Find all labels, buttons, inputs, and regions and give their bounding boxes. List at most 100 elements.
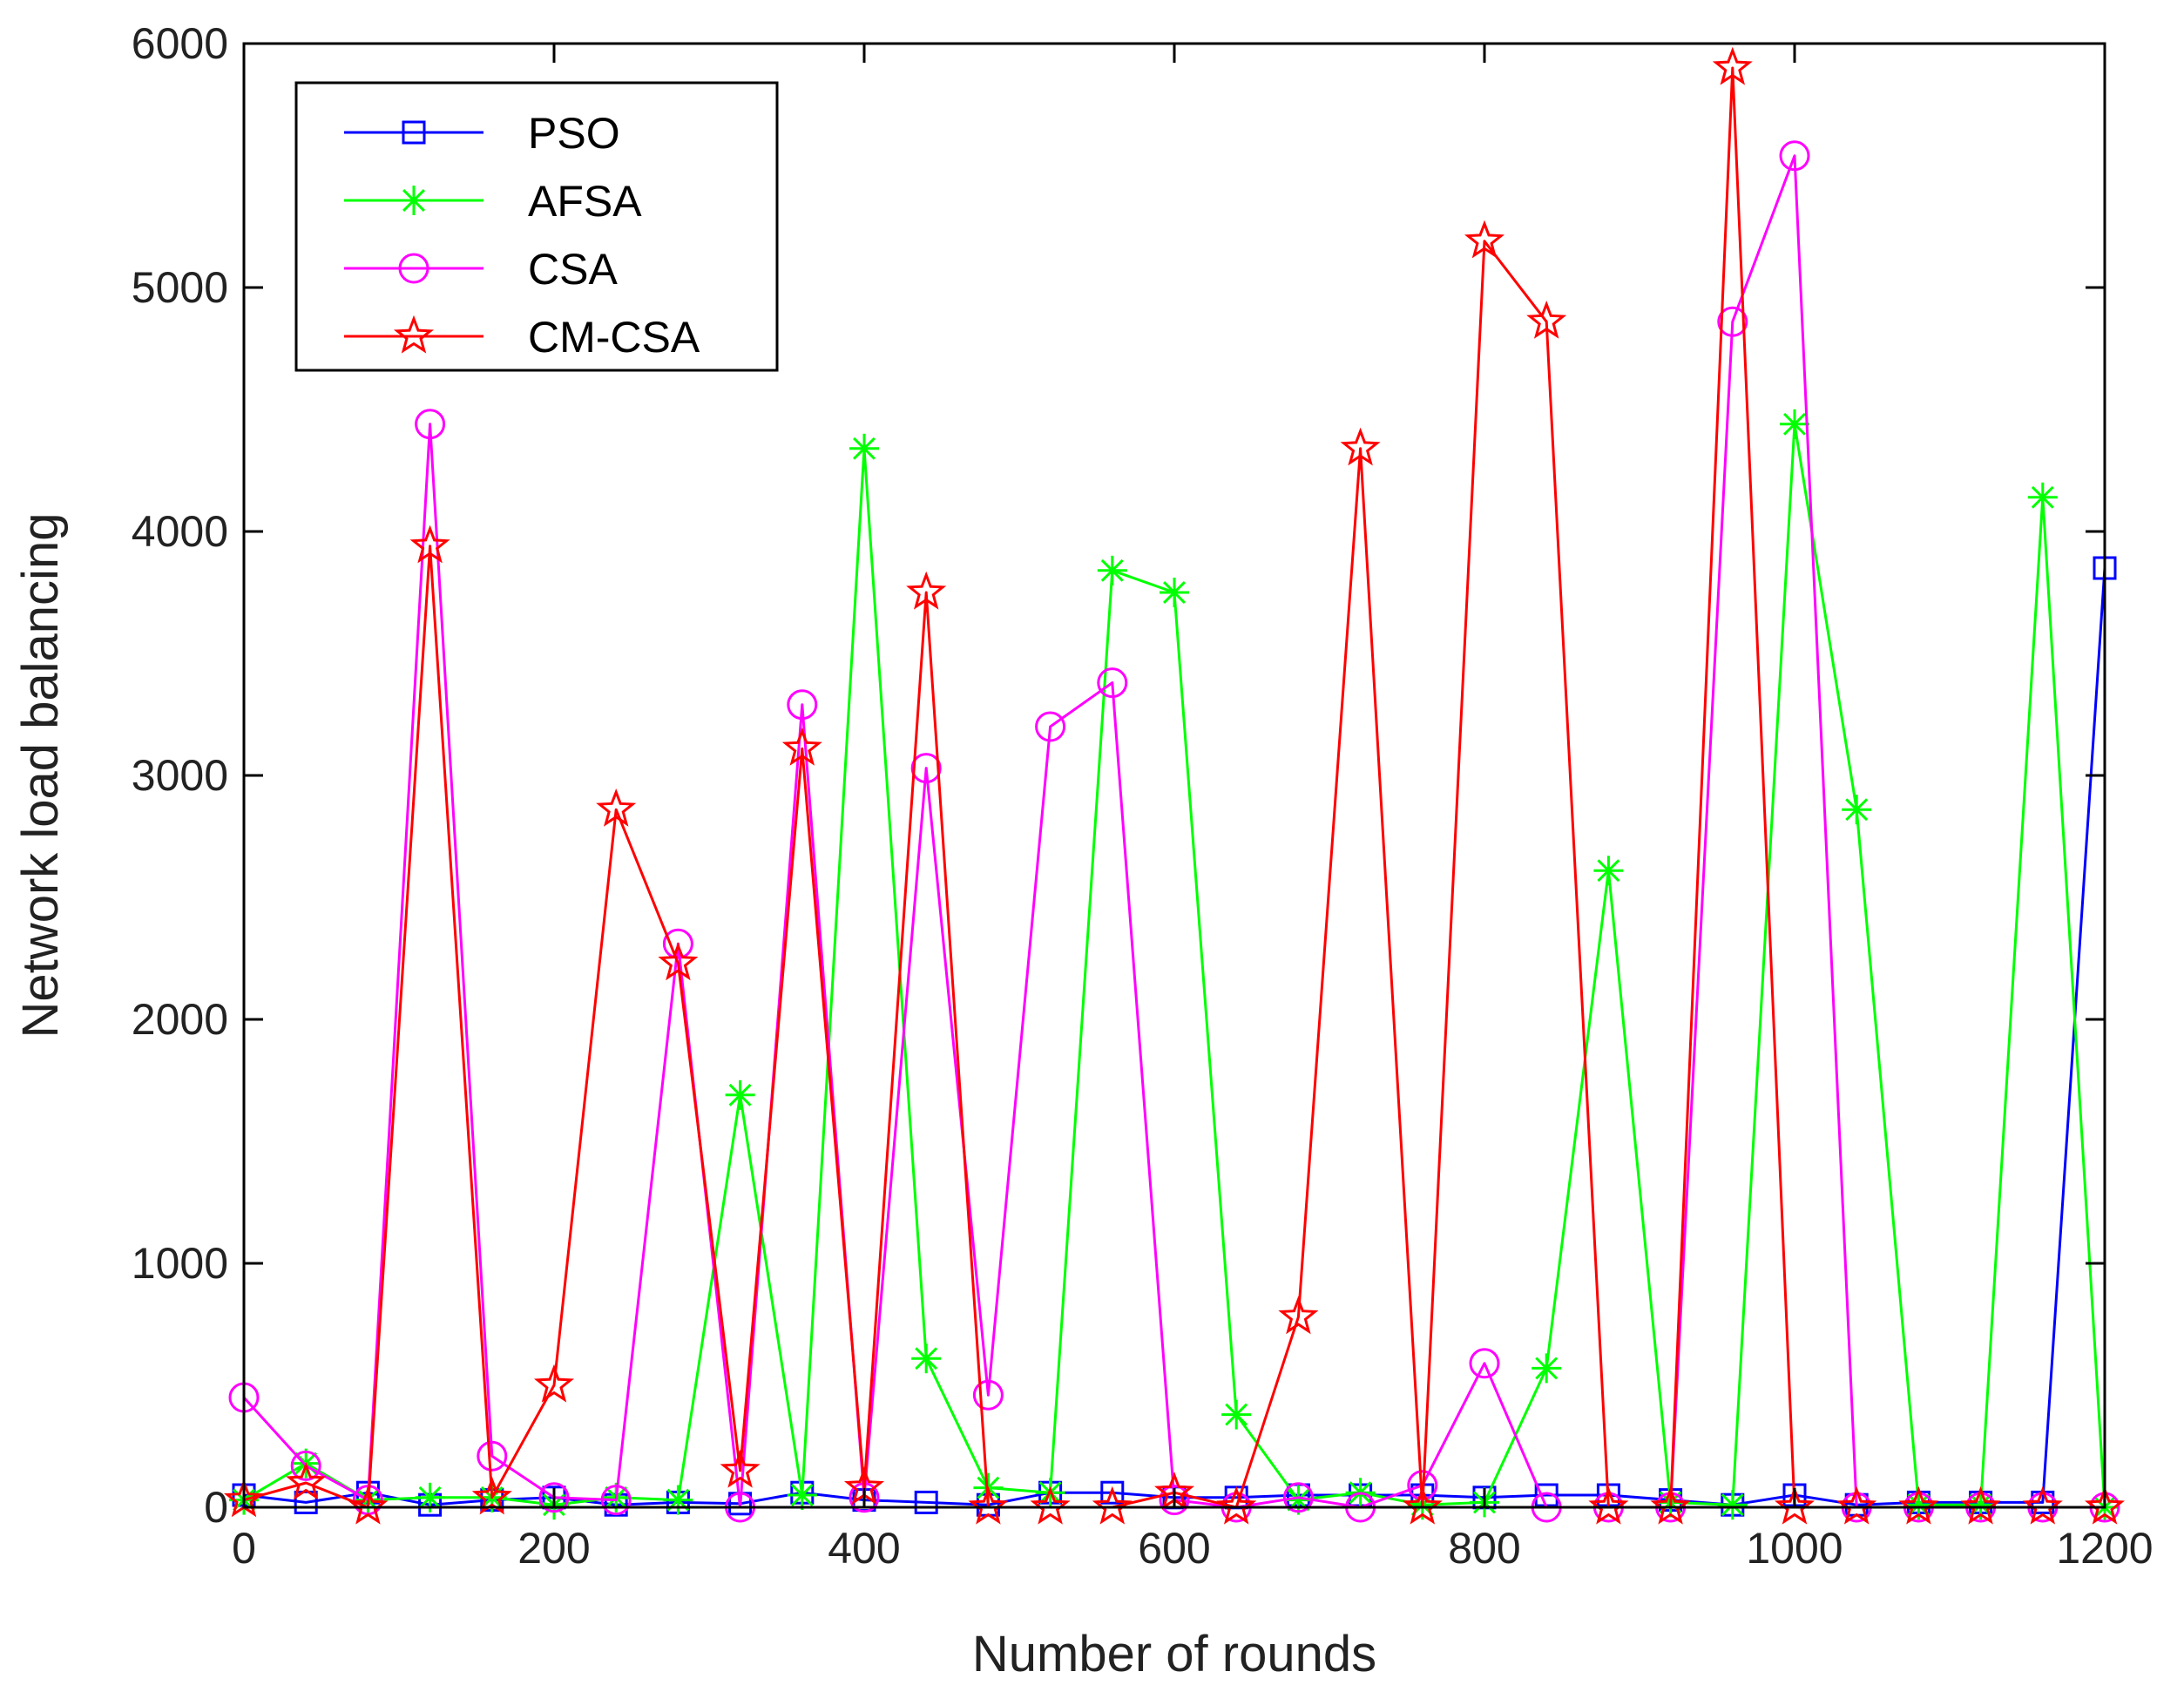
- y-axis-title: Network load balancing: [12, 513, 69, 1039]
- data-point-cm-csa-1080: [1898, 1486, 1939, 1525]
- data-point-afsa-600: [1160, 578, 1189, 607]
- data-point-afsa-640-stroke-3: [1225, 1403, 1248, 1426]
- data-point-cm-csa-880: [1588, 1486, 1629, 1525]
- data-point-afsa-640: [1221, 1399, 1252, 1430]
- data-point-afsa-440-stroke-3: [915, 1347, 938, 1371]
- data-point-csa-240: [600, 1485, 632, 1516]
- data-point-csa-160: [477, 1440, 508, 1472]
- data-point-afsa-360: [787, 1480, 817, 1510]
- legend-marker-afsa: [399, 186, 429, 215]
- data-point-afsa-360-stroke-3: [790, 1484, 814, 1506]
- data-point-afsa-840-stroke-3: [1535, 1357, 1559, 1380]
- data-point-cm-csa-1000: [1774, 1486, 1815, 1525]
- data-point-afsa-560: [1097, 555, 1127, 585]
- legend: PSO AFSA CSA CM-CSA: [294, 81, 779, 372]
- data-point-cm-csa-320: [720, 1449, 761, 1488]
- data-point-csa-200: [538, 1482, 570, 1513]
- x-tick-label-400: 400: [828, 1524, 900, 1573]
- data-point-csa-280: [662, 928, 693, 959]
- data-point-afsa-400-stroke-3: [853, 437, 876, 460]
- data-point-afsa-400: [849, 433, 879, 464]
- ticks-layer: 0 200 400 600 800 1000 1200 0 1000 2000 3000 4000 50…: [132, 19, 2154, 1573]
- legend-item-afsa: AFSA: [344, 177, 642, 226]
- legend-marker-cm-csa: [393, 315, 435, 354]
- data-point-cm-csa-440: [906, 571, 947, 610]
- data-point-cm-csa-40: [286, 1461, 327, 1500]
- data-point-afsa-320-stroke-3: [728, 1083, 752, 1107]
- legend-item-cm-csa: CM-CSA: [344, 313, 700, 362]
- y-tick-label-6000: 6000: [132, 19, 228, 68]
- x-tick-label-1000: 1000: [1746, 1524, 1843, 1573]
- x-tick-label-0: 0: [232, 1524, 256, 1573]
- data-point-cm-csa-760: [1402, 1486, 1443, 1525]
- data-point-afsa-120-stroke-3: [418, 1486, 442, 1509]
- data-point-pso-440: [914, 1490, 938, 1514]
- data-point-afsa-880: [1593, 856, 1624, 886]
- data-point-cm-csa-280: [658, 942, 699, 981]
- data-point-cm-csa-120: [409, 525, 450, 564]
- data-point-cm-csa-160: [471, 1476, 512, 1515]
- data-point-afsa-1160: [2027, 482, 2058, 512]
- data-point-afsa-560-stroke-3: [1100, 558, 1124, 582]
- data-point-csa-960: [1717, 306, 1748, 337]
- data-point-csa-560: [1097, 667, 1128, 699]
- data-point-csa-480: [972, 1379, 1004, 1411]
- x-tick-label-800: 800: [1448, 1524, 1520, 1573]
- data-point-cm-csa-520: [1030, 1486, 1071, 1525]
- legend-marker-pso: [402, 120, 426, 145]
- data-point-afsa-1040: [1842, 795, 1872, 825]
- data-point-afsa-1040-stroke-3: [1845, 798, 1869, 822]
- data-point-csa-520: [1035, 711, 1066, 742]
- data-point-cm-csa-1040: [1836, 1486, 1877, 1525]
- data-point-csa-600: [1159, 1485, 1190, 1516]
- data-point-cm-csa-680: [1278, 1296, 1319, 1335]
- data-point-csa-800: [1469, 1348, 1500, 1379]
- data-point-csa-360: [787, 689, 818, 721]
- data-point-csa-440: [910, 753, 942, 784]
- data-point-afsa-1160-stroke-3: [2031, 485, 2054, 509]
- data-point-cm-csa-640: [1216, 1486, 1257, 1525]
- data-point-afsa-840: [1532, 1353, 1562, 1384]
- y-tick-label-2000: 2000: [132, 995, 228, 1044]
- legend-item-pso: PSO: [344, 109, 620, 158]
- data-point-afsa-960-stroke-3: [1721, 1493, 1744, 1517]
- data-point-csa-40: [290, 1450, 321, 1481]
- data-point-afsa-880-stroke-3: [1597, 859, 1620, 883]
- data-point-cm-csa-960: [1712, 46, 1753, 85]
- y-tick-label-5000: 5000: [132, 263, 228, 312]
- legend-label-cm-csa: CM-CSA: [528, 313, 700, 362]
- data-point-csa-1000: [1779, 140, 1810, 172]
- data-point-cm-csa-720: [1340, 427, 1381, 466]
- data-point-afsa-320: [725, 1079, 755, 1110]
- data-point-afsa-440: [911, 1343, 942, 1374]
- data-point-pso-40: [294, 1490, 318, 1514]
- y-tick-label-3000: 3000: [132, 751, 228, 800]
- x-tick-label-600: 600: [1138, 1524, 1210, 1573]
- x-tick-label-1200: 1200: [2056, 1524, 2153, 1573]
- data-point-afsa-1000-stroke-3: [1783, 412, 1806, 436]
- data-point-afsa-600-stroke-3: [1163, 581, 1186, 604]
- data-point-csa-120: [415, 409, 446, 440]
- data-point-cm-csa-1200: [2084, 1486, 2126, 1525]
- data-point-cm-csa-360: [781, 727, 822, 766]
- legend-marker-csa: [398, 253, 429, 284]
- x-axis-title: Number of rounds: [972, 1626, 1376, 1682]
- data-point-cm-csa-800: [1464, 220, 1505, 259]
- y-tick-label-4000: 4000: [132, 507, 228, 556]
- data-point-cm-csa-920: [1650, 1486, 1691, 1525]
- series-layer: [223, 46, 2126, 1525]
- legend-label-csa: CSA: [528, 245, 618, 294]
- legend-box: [294, 81, 779, 372]
- data-point-cm-csa-240: [596, 788, 637, 827]
- legend-marker-afsa-stroke-3: [402, 189, 425, 212]
- legend-label-pso: PSO: [528, 109, 620, 158]
- data-point-cm-csa-1160: [2022, 1486, 2063, 1525]
- data-point-cm-csa-560: [1092, 1486, 1133, 1525]
- data-point-afsa-960: [1717, 1490, 1748, 1520]
- y-tick-label-0: 0: [204, 1483, 228, 1532]
- data-point-afsa-1000: [1780, 409, 1809, 439]
- y-tick-label-1000: 1000: [132, 1239, 228, 1288]
- legend-item-csa: CSA: [344, 245, 618, 294]
- data-point-cm-csa-1120: [1960, 1486, 2001, 1525]
